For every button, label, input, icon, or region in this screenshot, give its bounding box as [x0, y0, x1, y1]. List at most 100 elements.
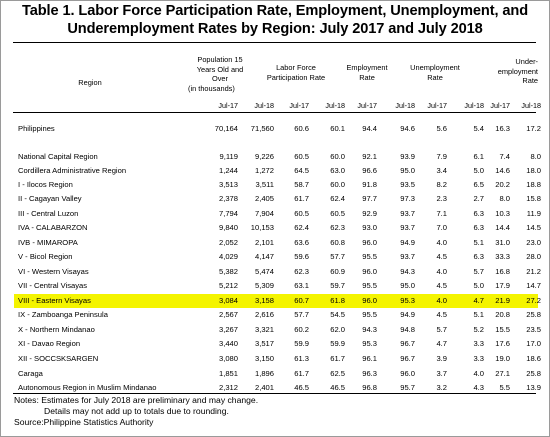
table-row: National Capital Region 9,119 9,226 60.5 60.… — [0, 150, 550, 164]
notes-line-2: Details may not add up to totals due to … — [44, 406, 229, 416]
table-row: IVB - MIMAROPA 2,052 2,101 63.6 60.8 96.0 94.9… — [0, 236, 550, 250]
cell-value: 4.5 — [436, 252, 447, 261]
source-note: Source:Philippine Statistics Authority — [14, 417, 154, 427]
region-name: V - Bicol Region — [18, 252, 73, 261]
cell-value: 6.3 — [473, 209, 484, 218]
cell-value: 57.7 — [294, 310, 309, 319]
cell-value: 92.1 — [362, 152, 377, 161]
title-line-2: Underemployment Rates by Region: July 20… — [67, 21, 483, 37]
cell-value: 2,312 — [218, 383, 238, 392]
cell-value: 63.0 — [330, 166, 345, 175]
cell-value: 58.7 — [294, 180, 309, 189]
header-bottom-rule — [13, 112, 536, 113]
cell-value: 2,401 — [254, 383, 274, 392]
cell-value: 19.0 — [495, 354, 510, 363]
cell-value: 11.9 — [526, 209, 541, 218]
cell-value: 17.9 — [495, 281, 510, 290]
cell-value: 61.7 — [294, 369, 309, 378]
cell-value: 4.3 — [473, 383, 484, 392]
cell-value: 20.8 — [495, 310, 510, 319]
table-row: XI - Davao Region 3,440 3,517 59.9 59.9 95.3 9… — [0, 337, 550, 351]
region-name: Cordillera Administrative Region — [18, 166, 127, 175]
table-row: V - Bicol Region 4,029 4,147 59.6 57.7 95.5 93… — [0, 250, 550, 264]
region-name: Autonomous Region in Muslim Mindanao — [18, 383, 157, 392]
cell-value: 3,513 — [218, 180, 238, 189]
cell-value: 63.6 — [294, 238, 309, 247]
cell-value: 3.4 — [436, 166, 447, 175]
cell-value: 3.7 — [436, 369, 447, 378]
cell-value: 4.7 — [473, 296, 484, 305]
header-population: Population 15 Years Old and Over (in tho… — [188, 55, 244, 93]
cell-value: 61.8 — [330, 296, 345, 305]
cell-value: 4.0 — [436, 267, 447, 276]
cell-value: 6.3 — [473, 223, 484, 232]
cell-value: 7,904 — [254, 209, 274, 218]
cell-value: 59.9 — [294, 339, 309, 348]
cell-value: 8.0 — [499, 194, 510, 203]
table-row: III - Central Luzon 7,794 7,904 60.5 60.5 92.… — [0, 207, 550, 221]
sub-header-4: Jul-17 — [357, 101, 377, 110]
cell-value: 95.5 — [362, 310, 377, 319]
cell-value: 96.7 — [400, 354, 415, 363]
cell-value: 60.8 — [330, 238, 345, 247]
cell-value: 4.0 — [436, 238, 447, 247]
cell-value: 96.0 — [362, 267, 377, 276]
cell-value: 2.3 — [436, 194, 447, 203]
cell-value: 3,511 — [255, 180, 274, 189]
cell-value: 18.8 — [526, 180, 541, 189]
cell-value: 3,158 — [254, 296, 274, 305]
table-row: I - Ilocos Region 3,513 3,511 58.7 60.0 91.8 9… — [0, 178, 550, 192]
cell-value: 97.3 — [400, 194, 415, 203]
table-row: VII - Central Visayas 5,212 5,309 63.1 59.7 9… — [0, 279, 550, 293]
cell-value: 60.2 — [294, 325, 309, 334]
region-name: IVB - MIMAROPA — [18, 238, 78, 247]
table-row: Philippines 70,164 71,560 60.6 60.1 94.4 94.6 5… — [0, 122, 550, 136]
cell-value: 8.0 — [530, 152, 541, 161]
cell-value: 57.7 — [330, 252, 345, 261]
cell-value: 62.3 — [294, 267, 309, 276]
region-name: IX - Zamboanga Peninsula — [18, 310, 108, 319]
cell-value: 46.5 — [330, 383, 345, 392]
cell-value: 91.8 — [362, 180, 377, 189]
cell-value: 27.2 — [526, 296, 541, 305]
cell-value: 17.0 — [526, 339, 541, 348]
cell-value: 96.8 — [362, 383, 377, 392]
cell-value: 5.7 — [436, 325, 447, 334]
cell-value: 96.0 — [362, 238, 377, 247]
cell-value: 23.5 — [526, 325, 541, 334]
cell-value: 7.1 — [436, 209, 447, 218]
cell-value: 5.1 — [473, 238, 484, 247]
region-name: VI - Western Visayas — [18, 267, 89, 276]
notes-line-1: Notes: Estimates for July 2018 are preli… — [14, 395, 259, 405]
region-name: III - Central Luzon — [18, 209, 79, 218]
cell-value: 59.6 — [294, 252, 309, 261]
cell-value: 23.0 — [526, 238, 541, 247]
cell-value: 2,567 — [218, 310, 238, 319]
cell-value: 95.0 — [400, 166, 415, 175]
cell-value: 5,382 — [218, 267, 238, 276]
sub-header-0: Jul-17 — [218, 101, 238, 110]
cell-value: 2.7 — [473, 194, 484, 203]
cell-value: 5,474 — [254, 267, 274, 276]
cell-value: 16.3 — [495, 124, 510, 133]
table-row: XII - SOCCSKSARGEN 3,080 3,150 61.3 61.7 96.1… — [0, 352, 550, 366]
cell-value: 3.3 — [473, 339, 484, 348]
header-region: Region — [78, 78, 102, 87]
cell-value: 3.2 — [436, 383, 447, 392]
cell-value: 4.0 — [436, 296, 447, 305]
cell-value: 62.0 — [330, 325, 345, 334]
cell-value: 5,309 — [254, 281, 274, 290]
cell-value: 60.9 — [330, 267, 345, 276]
header-lfpr: Labor Force Participation Rate — [266, 63, 326, 82]
cell-value: 7.4 — [499, 152, 510, 161]
region-name: II - Cagayan Valley — [18, 194, 82, 203]
table-row: Caraga 1,851 1,896 61.7 62.5 96.3 96.0 3.7 4.0 27… — [0, 367, 550, 381]
cell-value: 62.5 — [330, 369, 345, 378]
cell-value: 60.0 — [330, 152, 345, 161]
cell-value: 1,851 — [218, 369, 238, 378]
table-row: IVA - CALABARZON 9,840 10,153 62.4 62.3 93.0 9… — [0, 221, 550, 235]
header-employment: Employment Rate — [346, 63, 388, 82]
cell-value: 2,616 — [254, 310, 274, 319]
cell-value: 60.0 — [330, 180, 345, 189]
cell-value: 61.3 — [294, 354, 309, 363]
